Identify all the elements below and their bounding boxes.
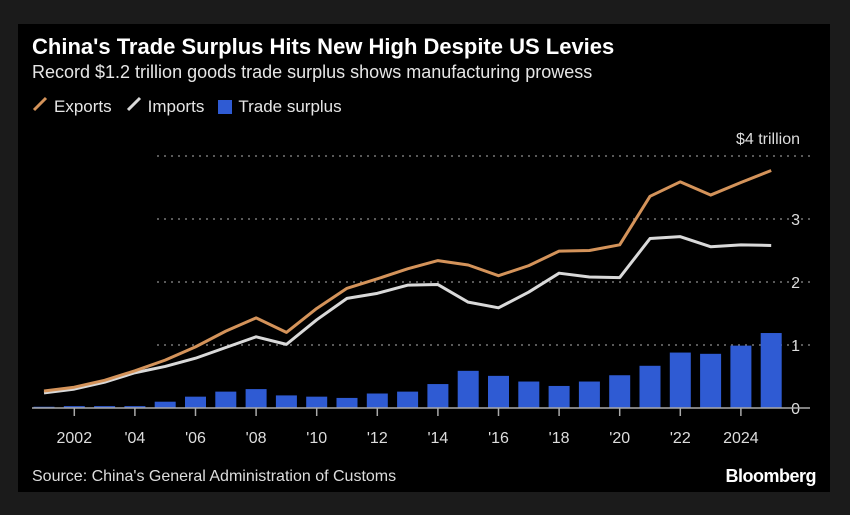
exports-line [43,169,772,393]
bloomberg-logo: Bloomberg [725,466,816,486]
bar-swatch-icon [218,99,233,114]
surplus-bar [488,375,509,408]
legend-label: Trade surplus [238,96,342,116]
surplus-bar [578,381,600,408]
surplus-bar [245,389,267,408]
chart-subtitle: Record $1.2 trillion goods trade surplus… [32,62,593,82]
chart-title: China's Trade Surplus Hits New High Desp… [32,34,615,59]
line-swatch-icon [32,96,48,117]
x-tick-label: '04 [124,430,145,447]
surplus-bar [154,401,176,408]
surplus-bar [639,365,661,408]
surplus-bar [336,397,358,408]
x-tick-label: '16 [488,430,509,447]
surplus-bar [275,395,297,408]
surplus-bar [548,385,570,408]
x-tick-label: '20 [609,430,630,447]
surplus-bar [366,393,388,408]
x-tick-label: 2002 [57,430,93,447]
x-tick-label: '18 [549,430,570,447]
y-tick-label: 3 [791,212,800,229]
surplus-bar [700,353,722,408]
x-tick-label: '22 [670,430,691,447]
surplus-bar [63,406,85,408]
x-tick-label: '06 [185,430,206,447]
x-tick-label: '10 [306,430,327,447]
surplus-bar [760,333,782,408]
surplus-bar [669,352,691,408]
legend-item: Exports [32,96,112,117]
x-tick-label: '08 [246,430,267,447]
legend: Exports Imports Trade surplus [32,96,342,117]
surplus-bar [457,370,479,408]
plot-area: 0 1 2 3 $4 trillion 2002 '04 '06 '08 '10 '12 '14 '16… [32,131,810,447]
line-swatch-icon [126,96,142,117]
y-tick-label: $4 trillion [736,131,800,148]
chart-panel: China's Trade Surplus Hits New High Desp… [18,24,830,492]
x-tick-label: 2024 [723,430,759,447]
y-tick-label: 2 [791,275,800,292]
surplus-bar [730,345,752,408]
y-tick-label: 1 [791,338,800,355]
imports-line [43,235,772,395]
legend-label: Exports [54,96,112,116]
legend-item: Imports [126,96,205,117]
legend-label: Imports [147,96,205,116]
surplus-bar [185,396,206,408]
y-tick-label: 0 [791,401,800,418]
surplus-bar [518,381,540,408]
surplus-bar [427,384,449,408]
surplus-bar [124,406,146,408]
surplus-bar [215,391,237,408]
x-tick-label: '14 [427,430,448,447]
surplus-bar [94,406,116,408]
surplus-bar [609,375,631,408]
surplus-bar [306,396,328,408]
legend-item: Trade surplus [218,96,342,117]
source-note: Source: China's General Administration o… [32,468,397,485]
x-tick-label: '12 [367,430,388,447]
surplus-bar [397,391,419,408]
